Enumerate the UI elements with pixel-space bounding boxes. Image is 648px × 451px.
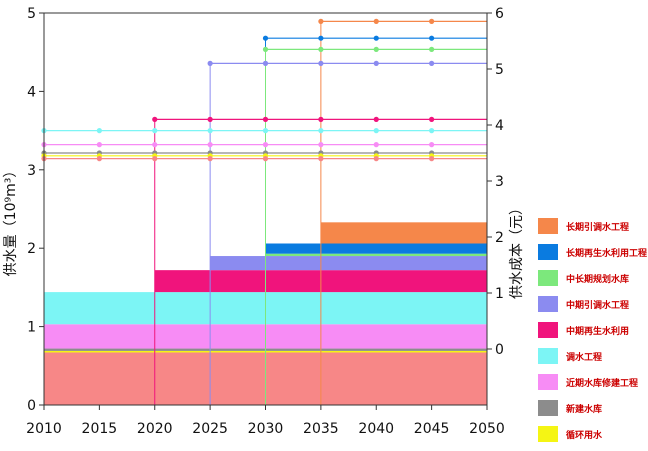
legend-swatch-0	[538, 218, 558, 234]
cost-point-5-3	[207, 128, 213, 134]
cost-point-1-6	[373, 35, 379, 41]
x-tick-label-2: 2020	[137, 421, 173, 437]
cost-point-0-5	[318, 18, 324, 24]
cost-point-5-7	[429, 128, 435, 134]
legend-swatch-5	[538, 348, 558, 364]
cost-point-6-4	[262, 142, 269, 148]
legend-swatch-3	[538, 296, 558, 312]
legend-label-4: 中期再生水利用	[566, 325, 629, 337]
legend-label-3: 中期引调水工程	[566, 299, 629, 311]
cost-point-6-3	[207, 142, 213, 148]
cost-point-0-7	[429, 18, 435, 24]
y-right-tick-label-1: 1	[495, 286, 504, 302]
y-left-tick-label-3: 3	[27, 163, 36, 179]
x-tick-label-8: 2050	[469, 421, 505, 437]
y-right-tick-label-6: 6	[495, 6, 504, 22]
x-tick-label-4: 2030	[248, 421, 284, 437]
cost-point-4-6	[373, 116, 379, 122]
cost-point-3-4	[262, 60, 269, 66]
x-tick-label-6: 2040	[358, 421, 394, 437]
cost-point-1-7	[429, 35, 435, 41]
cost-point-9-3	[207, 156, 213, 162]
y-left-tick-label-0: 0	[27, 398, 36, 414]
cost-point-5-2	[152, 128, 158, 134]
legend-label-7: 新建水库	[566, 403, 602, 415]
cost-point-1-4	[262, 35, 269, 41]
cost-point-6-2	[152, 142, 158, 148]
cost-point-9-1	[96, 156, 102, 162]
y-left-tick-label-4: 4	[27, 84, 36, 100]
cost-point-4-7	[429, 116, 435, 122]
legend-label-2: 中长期规划水库	[566, 273, 629, 285]
x-tick-label-0: 2010	[26, 421, 62, 437]
cost-point-4-3	[207, 116, 213, 122]
cost-point-4-4	[262, 116, 269, 122]
legend-label-0: 长期引调水工程	[566, 221, 629, 233]
cost-point-3-7	[429, 60, 435, 66]
legend-swatch-4	[538, 322, 558, 338]
x-tick-label-5: 2035	[303, 421, 339, 437]
cost-point-5-4	[262, 128, 269, 134]
cost-point-3-3	[207, 60, 213, 66]
cost-point-9-4	[262, 156, 269, 162]
area-2	[265, 253, 487, 257]
legend-label-1: 长期再生水利用工程	[566, 247, 647, 259]
cost-point-3-5	[318, 60, 324, 66]
y-axis-right-title: 供水成本（元）	[509, 201, 525, 299]
cost-point-2-6	[373, 46, 379, 53]
legend: 长期引调水工程长期再生水利用工程中长期规划水库中期引调水工程中期再生水利用调水工…	[538, 218, 647, 442]
cost-point-2-4	[262, 46, 269, 53]
cost-point-9-6	[373, 156, 379, 162]
y-left-tick-label-5: 5	[27, 6, 36, 22]
legend-label-6: 近期水库修建工程	[566, 377, 638, 389]
y-right-tick-label-5: 5	[495, 62, 504, 78]
cost-point-5-1	[96, 128, 102, 134]
x-tick-label-7: 2045	[414, 421, 450, 437]
y-axis-right: 0 1 2 3 4 5 6	[487, 6, 504, 358]
area-3	[210, 256, 487, 271]
y-right-tick-label-4: 4	[495, 118, 504, 134]
legend-swatch-6	[538, 374, 558, 390]
legend-swatch-1	[538, 244, 558, 260]
cost-point-4-2	[152, 116, 158, 122]
legend-label-8: 循环用水	[566, 429, 603, 441]
y-axis-left: 0 1 2 3 4 5	[27, 6, 44, 414]
cost-point-0-6	[373, 18, 379, 24]
legend-swatch-8	[538, 426, 558, 442]
x-axis: 2010 2015 2020 2025 2030 2035 2040 2045 2050	[26, 405, 505, 437]
y-axis-left-title: 供水量（10⁹m³）	[3, 164, 19, 277]
cost-point-5-6	[373, 128, 379, 134]
cost-point-2-7	[429, 46, 435, 53]
area-1	[265, 243, 487, 254]
cost-point-9-2	[152, 156, 158, 162]
legend-swatch-7	[538, 400, 558, 416]
y-left-tick-label-1: 1	[27, 320, 36, 336]
cost-lines	[41, 18, 487, 405]
cost-point-9-7	[429, 156, 435, 162]
y-right-tick-label-0: 0	[495, 342, 504, 358]
cost-point-5-5	[318, 128, 324, 134]
area-0	[320, 222, 487, 244]
cost-point-6-5	[318, 142, 324, 148]
y-right-tick-label-2: 2	[495, 230, 504, 246]
cost-point-9-5	[318, 156, 324, 162]
cost-point-6-1	[96, 142, 102, 148]
x-tick-label-1: 2015	[82, 421, 118, 437]
cost-point-6-7	[429, 142, 435, 148]
cost-point-4-5	[318, 116, 324, 122]
y-left-tick-label-2: 2	[27, 241, 36, 257]
x-tick-label-3: 2025	[192, 421, 228, 437]
cost-point-6-6	[373, 142, 379, 148]
legend-swatch-2	[538, 270, 558, 286]
cost-point-1-5	[318, 35, 324, 41]
cost-point-3-6	[373, 60, 379, 66]
cost-point-2-5	[318, 46, 324, 53]
legend-label-5: 调水工程	[566, 351, 602, 363]
y-right-tick-label-3: 3	[495, 174, 504, 190]
